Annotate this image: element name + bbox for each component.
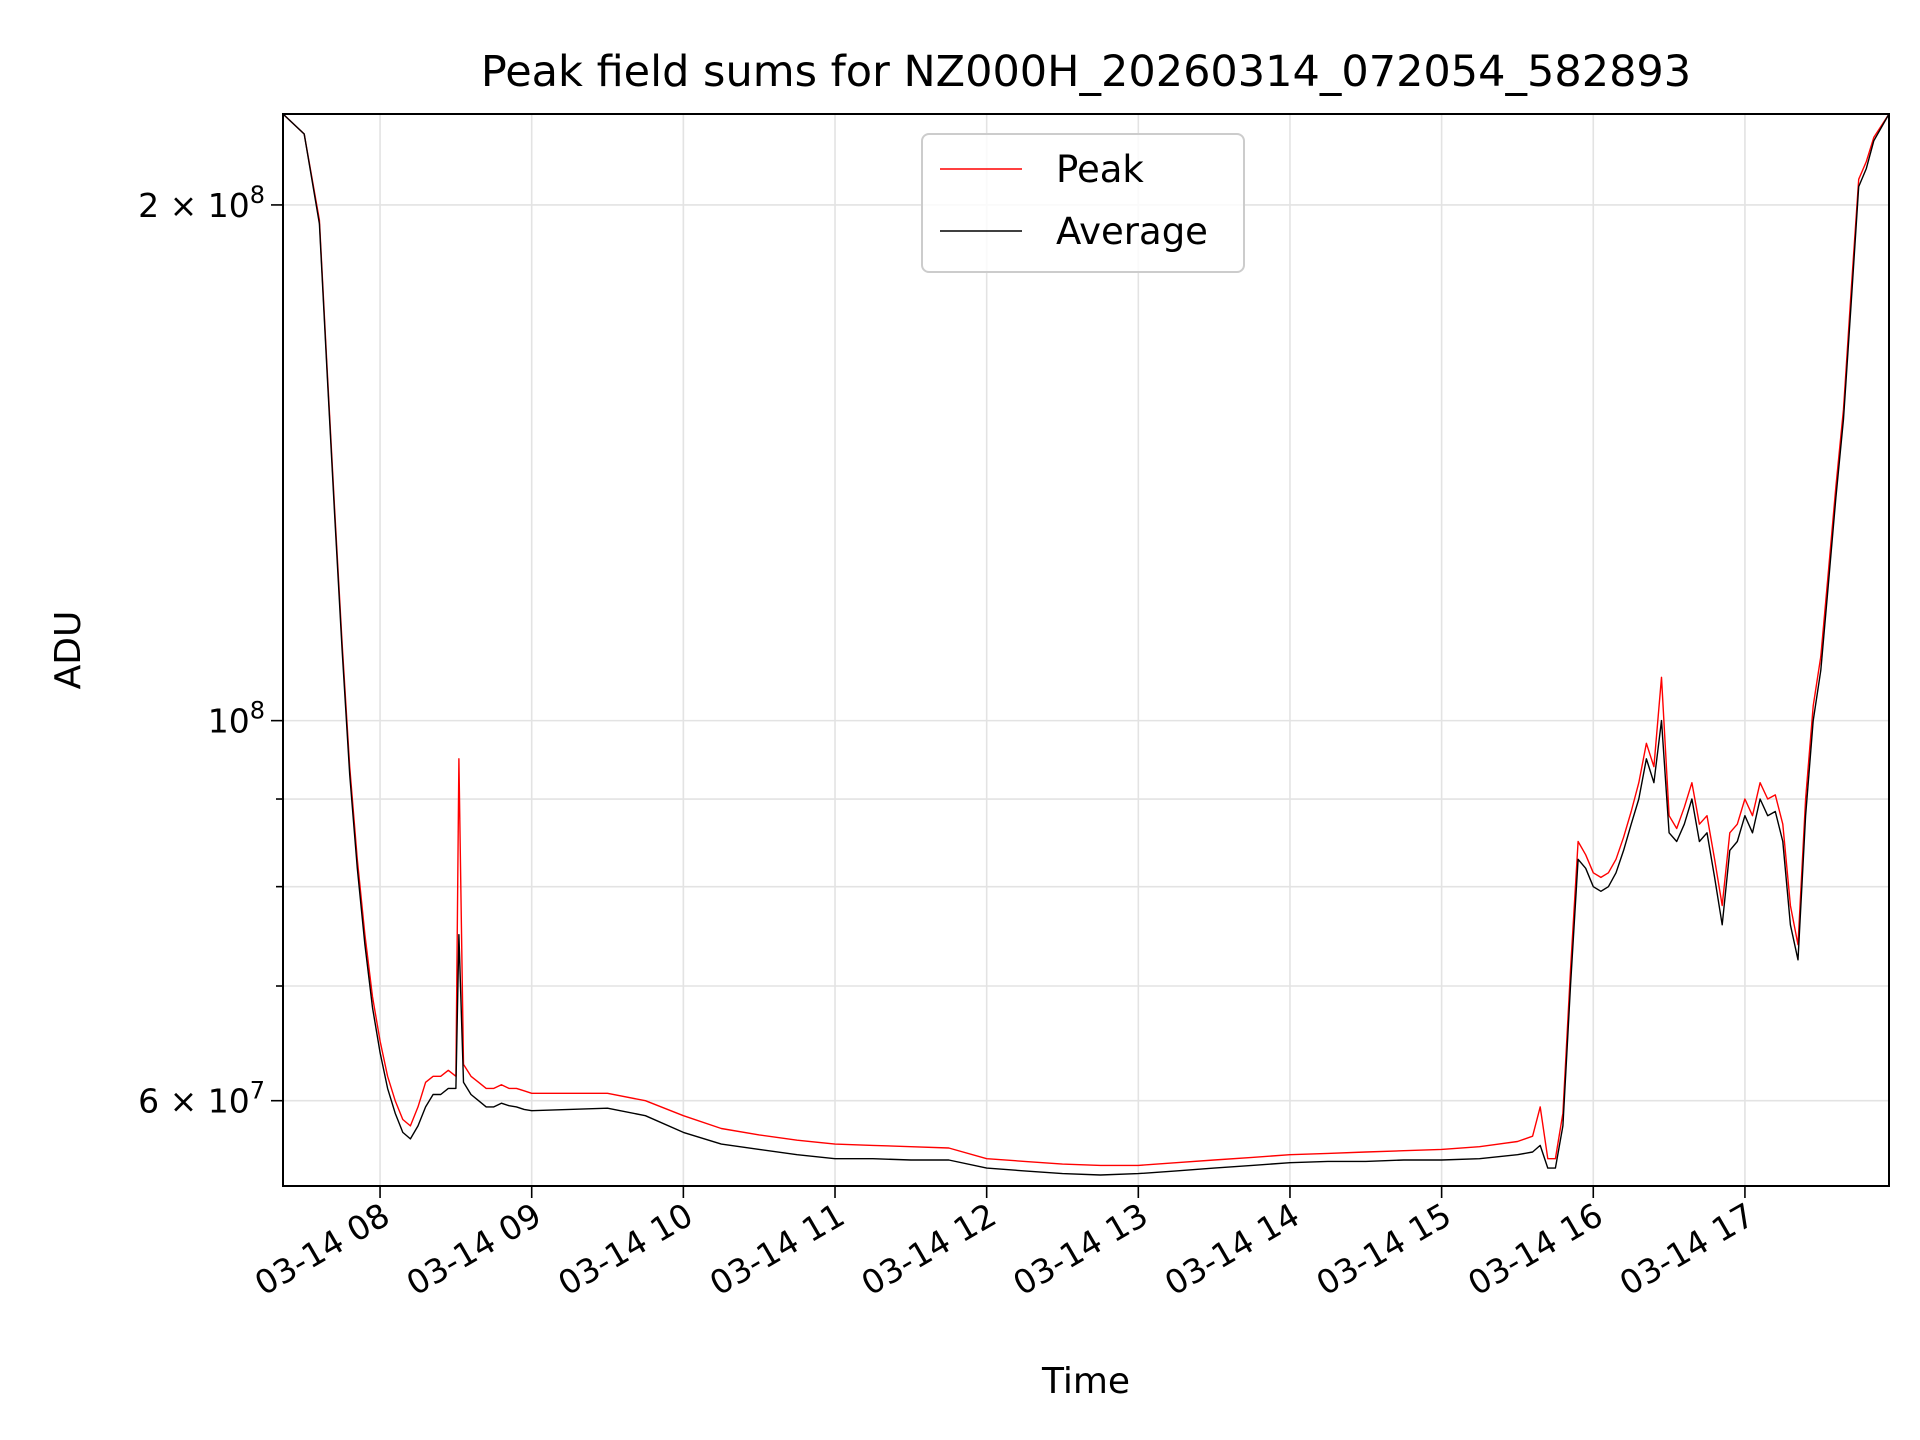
grid <box>283 114 1889 1186</box>
y-tick-label: 108 <box>208 697 265 741</box>
legend: Peak Average <box>921 133 1245 273</box>
series-group <box>282 113 1890 1176</box>
legend-label-average: Average <box>1056 210 1208 253</box>
series-line-average <box>282 113 1890 1176</box>
series-line-peak <box>282 113 1890 1167</box>
plot-frame <box>282 113 1890 1187</box>
y-tick-label: 2 × 108 <box>138 181 265 225</box>
x-axis-label: Time <box>1041 1361 1130 1402</box>
legend-label-peak: Peak <box>1056 148 1144 191</box>
y-tick-label: 6 × 107 <box>138 1077 265 1121</box>
y-axis-label: ADU <box>48 611 89 690</box>
chart-title: Peak field sums for NZ000H_20260314_0720… <box>481 47 1691 97</box>
